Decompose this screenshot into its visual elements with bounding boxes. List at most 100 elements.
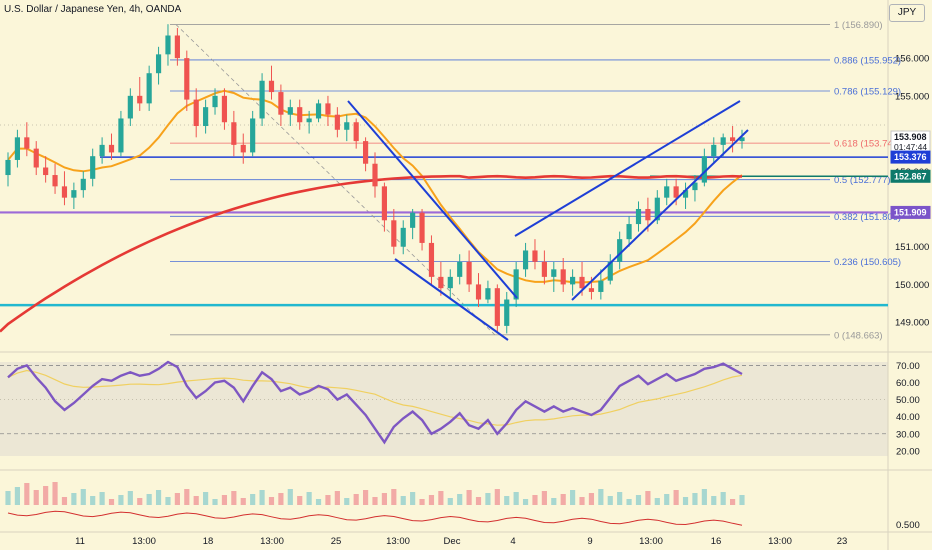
histogram-bar xyxy=(61,497,68,505)
histogram-bar xyxy=(268,497,275,505)
candle-body xyxy=(400,227,406,247)
histogram-bar xyxy=(127,491,133,505)
histogram-bar xyxy=(52,482,58,505)
histogram-bar xyxy=(730,499,736,505)
candle-body xyxy=(635,208,642,225)
rsi-band xyxy=(0,362,888,456)
candle-body xyxy=(278,92,284,115)
candle-body xyxy=(617,239,623,262)
channel-trendline xyxy=(394,258,509,341)
candle-body xyxy=(90,156,96,179)
currency-badge[interactable]: JPY xyxy=(889,4,925,22)
histogram-bar xyxy=(24,483,30,505)
candle-body xyxy=(720,137,726,145)
histogram-bar xyxy=(607,496,613,505)
histogram-bar xyxy=(598,489,604,505)
candle-body xyxy=(240,144,246,153)
candle-body xyxy=(541,261,547,277)
histogram-bar xyxy=(400,496,406,505)
histogram-bar xyxy=(80,489,86,505)
candle-body xyxy=(730,137,736,142)
histogram-bar xyxy=(381,493,387,505)
candle-body xyxy=(165,35,171,55)
histogram-bar xyxy=(447,498,453,505)
price-tick-label: 149.000 xyxy=(895,318,929,329)
histogram-bar xyxy=(504,496,510,505)
candle-body xyxy=(504,299,510,326)
rsi-tick-label: 70.00 xyxy=(896,361,920,372)
histogram-bar xyxy=(588,493,595,505)
ma-fast-line xyxy=(7,89,743,284)
histogram-bar xyxy=(90,496,96,505)
time-tick-label: 13:00 xyxy=(132,536,156,547)
candle-body xyxy=(297,107,303,123)
histogram-bar xyxy=(541,491,547,505)
candle-body xyxy=(513,269,519,300)
candle-body xyxy=(560,269,566,285)
candle-body xyxy=(99,144,105,157)
rsi-tick-label: 50.00 xyxy=(896,395,920,406)
candle-body xyxy=(33,148,39,168)
histogram-bar xyxy=(353,494,359,505)
price-tick-label: 150.000 xyxy=(895,280,929,291)
candle-body xyxy=(287,107,293,115)
fib-level-label: 0.5 (152.777) xyxy=(834,175,891,186)
histogram-bar xyxy=(137,498,143,505)
histogram-bar xyxy=(673,490,679,505)
histogram-bar xyxy=(325,495,331,505)
histogram-bar xyxy=(344,498,350,505)
price-label-badge xyxy=(890,150,931,164)
histogram-bar xyxy=(193,496,199,505)
rsi-signal-line xyxy=(7,369,743,426)
candle-body xyxy=(325,103,331,115)
time-tick-label: 23 xyxy=(837,536,848,547)
histogram-bar xyxy=(174,493,180,505)
histogram-bar xyxy=(645,491,651,505)
channel-trendline xyxy=(571,129,749,301)
time-tick-label: 13:00 xyxy=(260,536,284,547)
histogram-bar xyxy=(682,497,689,505)
histogram-bar xyxy=(306,492,312,505)
fib-level-label: 0.886 (155.952) xyxy=(834,55,901,66)
histogram-bar xyxy=(617,492,623,505)
candle-body xyxy=(598,280,604,292)
rsi-tick-label: 60.00 xyxy=(896,378,920,389)
histogram-bar xyxy=(551,498,557,505)
candle-body xyxy=(701,156,707,183)
channel-trendline xyxy=(347,100,518,299)
candle-body xyxy=(334,114,340,130)
candle-body xyxy=(174,35,180,59)
histogram-bar xyxy=(99,492,105,505)
oscillator-tick-label: 0.500 xyxy=(896,520,920,531)
histogram-bar xyxy=(221,495,228,505)
price-tick-label: 156.000 xyxy=(895,54,929,65)
histogram-bar xyxy=(278,493,284,505)
histogram-bar xyxy=(334,491,340,505)
histogram-bar xyxy=(701,489,707,505)
candle-body xyxy=(626,224,632,240)
candle-body xyxy=(664,186,670,198)
candle-body xyxy=(231,122,237,145)
histogram-bar xyxy=(485,493,491,505)
histogram-bar xyxy=(419,499,425,505)
fib-level-label: 0.786 (155.129) xyxy=(834,86,901,97)
histogram-bar xyxy=(626,499,632,505)
candle-body xyxy=(146,73,152,104)
rsi-tick-label: 20.00 xyxy=(896,446,920,457)
histogram-bar xyxy=(250,494,256,505)
histogram-bar xyxy=(466,490,472,505)
candle-body xyxy=(61,186,68,198)
candle-body xyxy=(259,80,265,119)
candle-body xyxy=(654,197,660,221)
fib-level-label: 0.618 (153.747) xyxy=(834,139,901,150)
candle-body xyxy=(24,137,30,149)
candle-body xyxy=(381,186,387,221)
histogram-bar xyxy=(184,489,190,505)
price-label-badge xyxy=(890,169,931,183)
candle-body xyxy=(250,118,256,153)
candle-body xyxy=(692,182,698,191)
candle-body xyxy=(71,190,77,198)
histogram-bar xyxy=(203,492,209,505)
histogram-bar xyxy=(5,491,11,505)
